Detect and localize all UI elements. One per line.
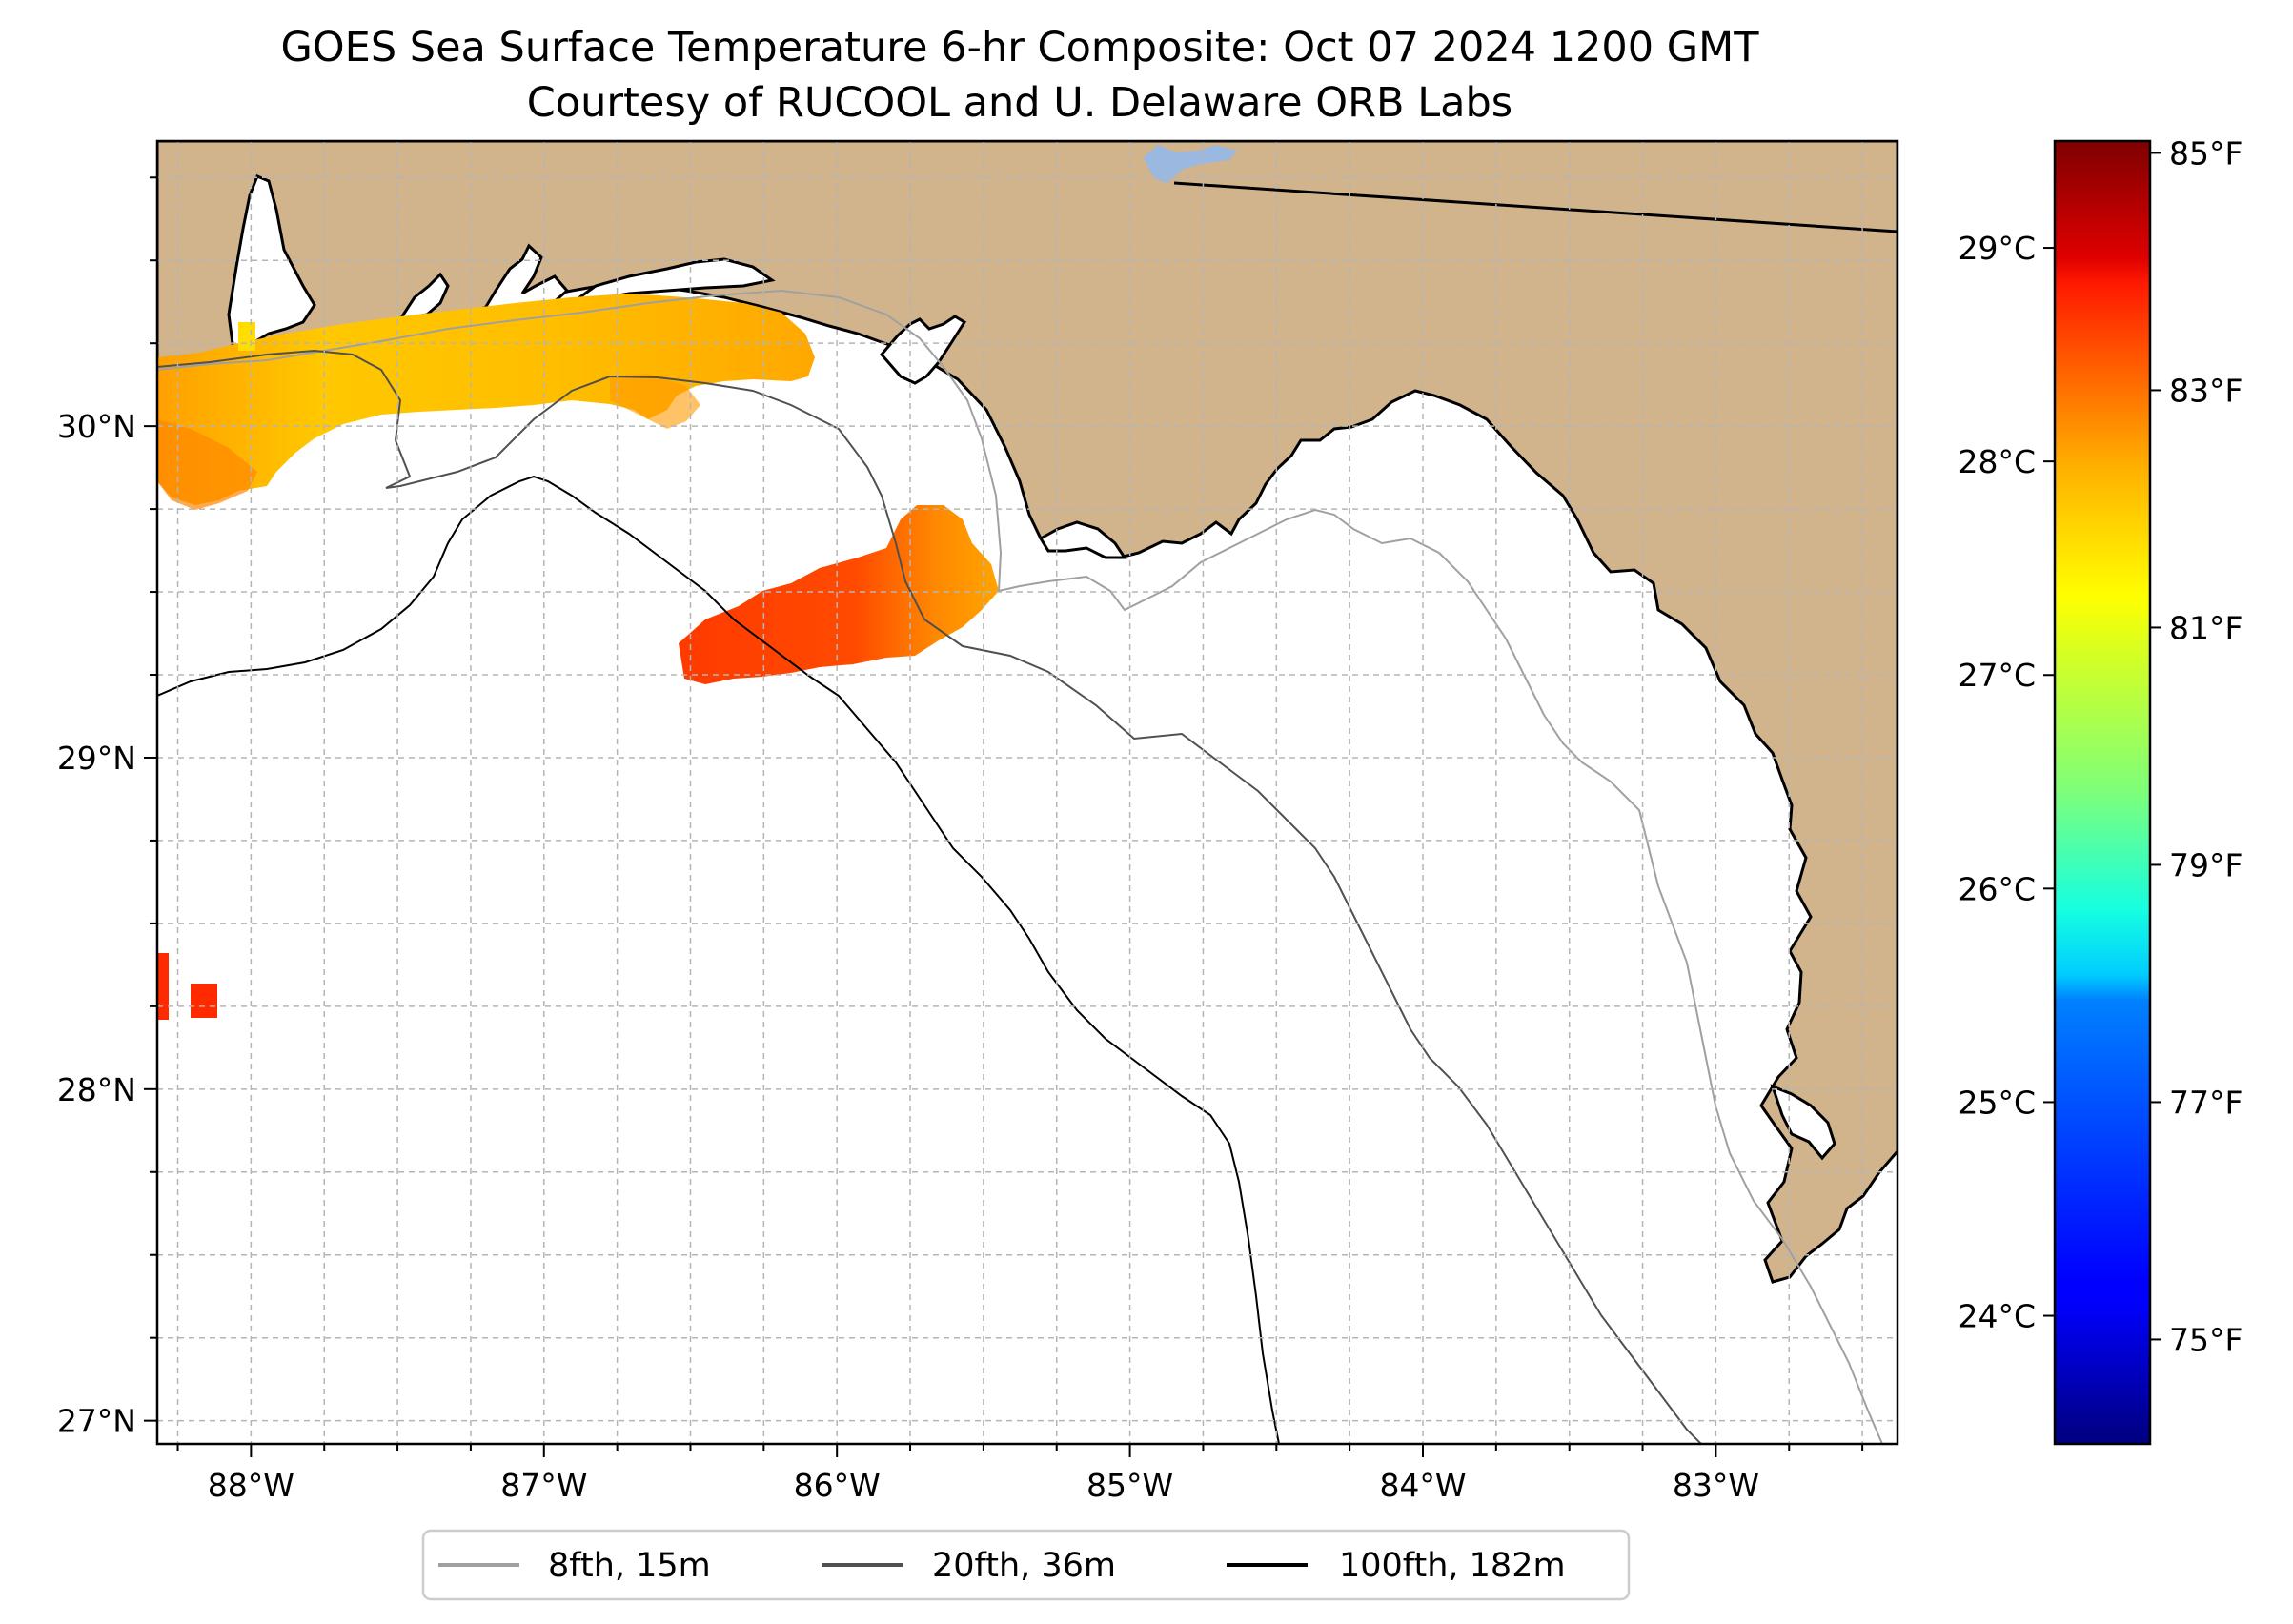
fahrenheit-tick-label: 83°F [2169,372,2242,409]
latitude-ticks: 27°N 28°N 29°N 30°N [57,176,157,1440]
colorbar: 24°C 25°C 26°C 27°C 28°C 29°C 75°F 77°F 79°F 81°… [1958,134,2242,1446]
lat-tick-label: 28°N [57,1071,136,1108]
lon-tick-label: 85°W [1086,1467,1173,1504]
map-panel: 88°W 87°W 86°W 85°W 84°W 83°W 27°N 28°N 29°N 30°… [57,139,1899,1504]
inland-lake [1144,145,1237,183]
colorbar-gradient [2053,139,2152,1446]
gridlines [157,141,1897,1444]
sst-speck-west-1 [157,953,169,1020]
st-andrew-bay [880,315,967,385]
land-mass [157,141,1897,1284]
celsius-tick-label: 29°C [1958,230,2036,267]
lon-tick-label: 83°W [1673,1467,1759,1504]
fahrenheit-tick-label: 75°F [2169,1321,2242,1358]
tampa-bay [1770,1084,1836,1161]
sst-band-north [157,294,815,505]
fahrenheit-tick-label: 85°F [2169,134,2242,172]
sst-band-north-warm [157,419,257,510]
celsius-tick-label: 24°C [1958,1298,2036,1335]
fahrenheit-tick-label: 81°F [2169,609,2242,646]
santa-rosa-sound [571,257,776,305]
apalachicola-bay [1038,520,1127,559]
colorbar-celsius-ticks: 24°C 25°C 26°C 27°C 28°C 29°C [1958,230,2055,1335]
figure-subtitle: Courtesy of RUCOOL and U. Delaware ORB L… [527,79,1512,127]
lat-tick-label: 29°N [57,740,136,777]
map-frame [155,139,1899,1446]
celsius-tick-label: 27°C [1958,657,2036,694]
legend: 8fth, 15m 20fth, 36m 100fth, 182m [421,1529,1631,1601]
lon-tick-label: 87°W [500,1467,587,1504]
legend-frame [421,1529,1631,1601]
legend-label-100fth: 100fth, 182m [1339,1547,1566,1585]
sst-band-north-east-warm [610,374,700,429]
lon-tick-label: 86°W [794,1467,881,1504]
sst-speck-west-2 [191,984,217,1018]
colorbar-fahrenheit-ticks: 75°F 77°F 79°F 81°F 83°F 85°F [2150,134,2242,1358]
fahrenheit-tick-label: 79°F [2169,846,2242,883]
isobath-8fth [157,289,1883,1444]
lon-tick-label: 88°W [208,1467,294,1504]
lat-tick-label: 30°N [57,408,136,445]
legend-label-20fth: 20fth, 36m [932,1547,1116,1585]
sst-yellow-patch [238,322,255,351]
sst-patch-central [679,505,999,684]
lat-tick-label: 27°N [57,1403,136,1440]
lon-tick-label: 84°W [1379,1467,1466,1504]
isobath-100fth [157,475,1280,1444]
figure-title: GOES Sea Surface Temperature 6-hr Compos… [280,24,1759,71]
celsius-tick-label: 25°C [1958,1084,2036,1121]
state-border [1173,181,1897,233]
mobile-bay [227,174,316,354]
pensacola-bay [396,272,450,322]
legend-label-8fth: 8fth, 15m [548,1547,711,1585]
celsius-tick-label: 28°C [1958,443,2036,480]
celsius-tick-label: 26°C [1958,870,2036,907]
fahrenheit-tick-label: 77°F [2169,1084,2242,1121]
longitude-ticks: 88°W 87°W 86°W 85°W 84°W 83°W [176,1444,1864,1504]
